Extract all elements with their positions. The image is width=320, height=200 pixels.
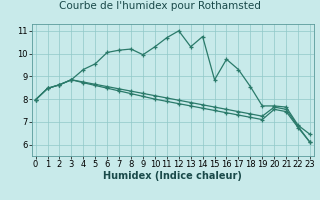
X-axis label: Humidex (Indice chaleur): Humidex (Indice chaleur) <box>103 171 242 181</box>
Text: Courbe de l'humidex pour Rothamsted: Courbe de l'humidex pour Rothamsted <box>59 1 261 11</box>
